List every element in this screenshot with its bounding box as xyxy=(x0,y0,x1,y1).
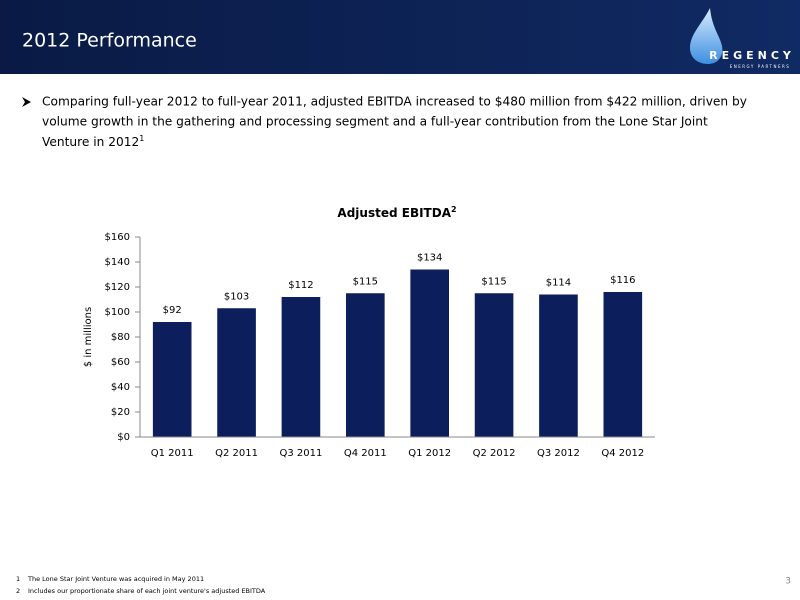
bar xyxy=(539,294,578,437)
bar xyxy=(410,269,449,437)
bar xyxy=(346,293,385,437)
y-tick-label: $120 xyxy=(105,282,130,293)
note-ref: 1 xyxy=(139,134,144,143)
logo-flame xyxy=(690,8,723,64)
x-tick-label: Q2 2012 xyxy=(473,448,516,459)
y-tick-label: $100 xyxy=(105,307,130,318)
footnote-num: 1 xyxy=(16,575,20,583)
bullet-line: Comparing full-year 2012 to full-year 20… xyxy=(42,95,747,109)
slide-title: 2012 Performance xyxy=(22,30,197,52)
logo-name: REGENCY xyxy=(709,49,795,62)
y-tick-label: $160 xyxy=(105,232,130,243)
y-tick-label: $80 xyxy=(111,332,130,343)
bullet-line: Venture in 2012 xyxy=(42,135,139,149)
page-number: 3 xyxy=(785,577,791,587)
x-tick-label: Q1 2011 xyxy=(151,448,194,459)
bar xyxy=(152,322,192,437)
value-label: $116 xyxy=(610,275,635,286)
chart-title: Adjusted EBITDA2 xyxy=(337,205,456,220)
y-tick-label: $60 xyxy=(111,357,130,368)
value-label: $115 xyxy=(353,276,378,287)
bar xyxy=(281,297,321,437)
footnote-num: 2 xyxy=(16,587,20,595)
chart-title: Adjusted EBITDA xyxy=(337,206,451,220)
bullet-text: Comparing full-year 2012 to full-year 20… xyxy=(42,95,747,149)
y-tick-label: $40 xyxy=(111,382,130,393)
header-band xyxy=(0,0,800,74)
note-ref: 2 xyxy=(451,205,457,214)
y-tick-label: $140 xyxy=(105,257,130,268)
x-tick-label: Q1 2012 xyxy=(408,448,451,459)
logo-tagline: ENERGY PARTNERS xyxy=(730,64,791,69)
bar xyxy=(217,308,256,437)
x-tick-label: Q4 2011 xyxy=(344,448,387,459)
x-tick-label: Q3 2011 xyxy=(280,448,323,459)
y-tick-label: $20 xyxy=(111,407,130,418)
x-tick-label: Q2 2011 xyxy=(215,448,258,459)
bar xyxy=(603,292,643,437)
value-label: $103 xyxy=(224,291,249,302)
bullet-line: Venture in 20121 xyxy=(42,134,144,149)
footnote: Includes our proportionate share of each… xyxy=(28,587,266,595)
footnote: The Lone Star Joint Venture was acquired… xyxy=(27,575,204,583)
value-label: $115 xyxy=(481,276,506,287)
value-label: $134 xyxy=(417,253,442,264)
x-tick-label: Q3 2012 xyxy=(537,448,580,459)
x-tick-label: Q4 2012 xyxy=(601,448,644,459)
value-label: $112 xyxy=(288,280,313,291)
y-axis-label: $ in millions xyxy=(83,307,94,367)
bar xyxy=(474,293,514,437)
bullet-line: volume growth in the gathering and proce… xyxy=(42,115,708,129)
value-label: $114 xyxy=(546,278,571,289)
y-tick-label: $0 xyxy=(117,432,130,443)
value-label: $92 xyxy=(163,305,182,316)
bullet-arrow xyxy=(22,97,31,107)
